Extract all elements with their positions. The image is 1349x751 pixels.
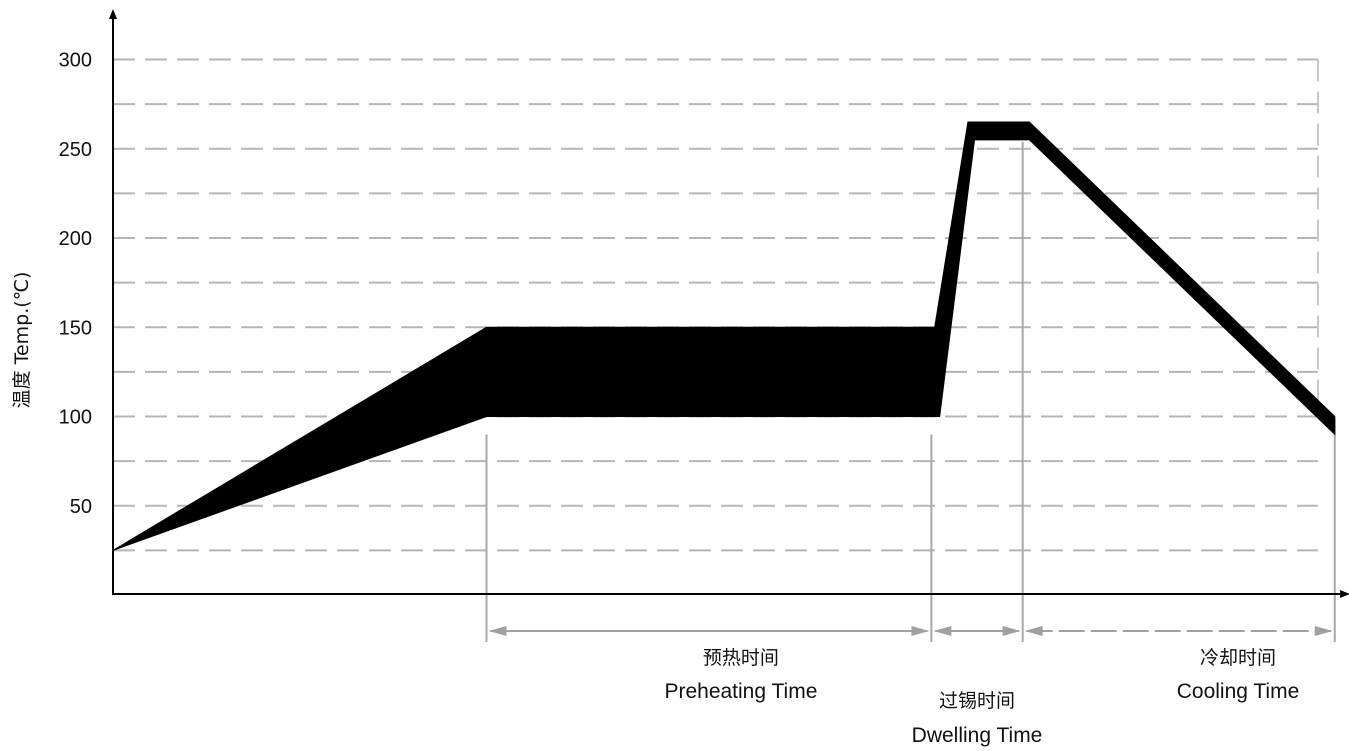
gridlines xyxy=(113,58,1319,552)
temperature-band-shape xyxy=(112,121,1336,551)
y-axis-label: 温度 Temp.(℃) xyxy=(11,272,33,409)
y-tick-label-150: 150 xyxy=(59,317,92,339)
phase-label-en: Preheating Time xyxy=(664,680,817,703)
phase-1: 过锡时间 Dwelling Time xyxy=(912,626,1043,747)
phase-arrow-right xyxy=(911,626,930,636)
phase-arrow-left xyxy=(1024,626,1043,636)
phase-arrow-left xyxy=(488,626,507,636)
axes xyxy=(109,9,1349,598)
y-tick-label-50: 50 xyxy=(70,496,92,518)
y-tick-label-100: 100 xyxy=(59,407,92,429)
phase-0: 预热时间 Preheating Time xyxy=(488,626,930,703)
phase-divider-lines xyxy=(485,141,1336,642)
phase-label-en: Cooling Time xyxy=(1177,680,1300,703)
phase-label-cn: 冷却时间 xyxy=(1200,647,1276,669)
y-tick-label-300: 300 xyxy=(59,50,92,72)
phase-arrow-left xyxy=(933,626,952,636)
phase-label-en: Dwelling Time xyxy=(912,724,1043,747)
temperature-band xyxy=(112,121,1336,551)
y-tick-labels: 50 100 150 200 250 300 xyxy=(59,50,92,518)
phase-annotations: 预热时间 Preheating Time 过锡时间 Dwelling Time 冷却时间… xyxy=(488,626,1333,747)
y-tick-label-200: 200 xyxy=(59,228,92,250)
phase-arrow-right xyxy=(1314,626,1333,636)
y-tick-label-250: 250 xyxy=(59,139,92,161)
phase-arrow-right xyxy=(1002,626,1021,636)
phase-label-cn: 预热时间 xyxy=(703,647,779,669)
phase-label-cn: 过锡时间 xyxy=(939,690,1015,712)
phase-2: 冷却时间 Cooling Time xyxy=(1024,626,1333,703)
